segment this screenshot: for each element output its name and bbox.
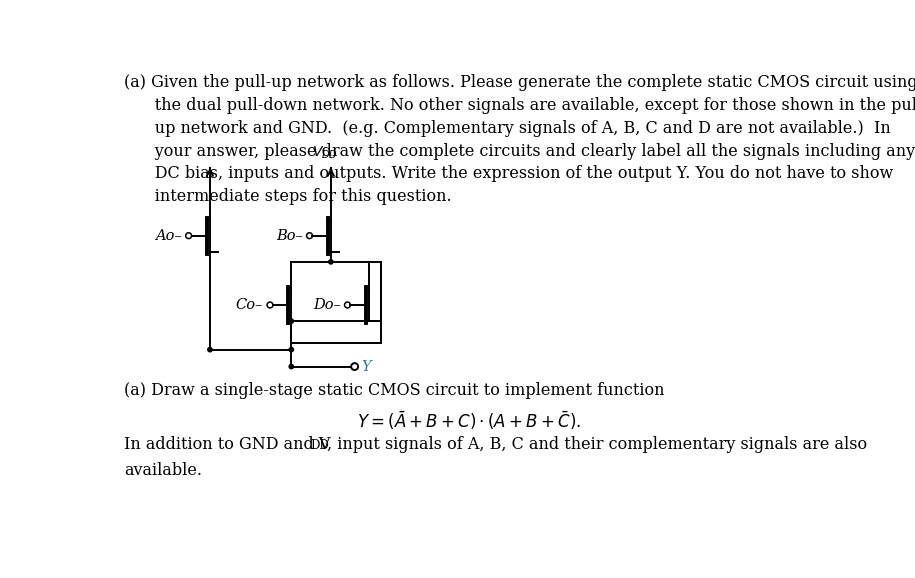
Text: Co–: Co– [236,298,264,312]
Circle shape [289,319,294,323]
Text: Bo–: Bo– [275,229,303,243]
Text: Y: Y [361,360,371,373]
Text: available.: available. [124,462,202,479]
Text: $V_{DD}$: $V_{DD}$ [312,144,338,161]
Text: Do–: Do– [313,298,340,312]
Circle shape [289,347,294,352]
Circle shape [289,364,294,369]
Circle shape [328,260,333,264]
Text: DD: DD [311,439,329,451]
Text: (a) Given the pull-up network as follows. Please generate the complete static CM: (a) Given the pull-up network as follows… [124,74,915,205]
Text: $Y = (\bar{A} + B + C) \cdot (A + B + \bar{C}).$: $Y = (\bar{A} + B + C) \cdot (A + B + \b… [357,410,581,432]
Text: , input signals of A, B, C and their complementary signals are also: , input signals of A, B, C and their com… [328,436,867,453]
Text: Ao–: Ao– [155,229,182,243]
Text: In addition to GND and V: In addition to GND and V [124,436,331,453]
Circle shape [208,347,212,352]
Text: (a) Draw a single-stage static CMOS circuit to implement function: (a) Draw a single-stage static CMOS circ… [124,382,665,399]
